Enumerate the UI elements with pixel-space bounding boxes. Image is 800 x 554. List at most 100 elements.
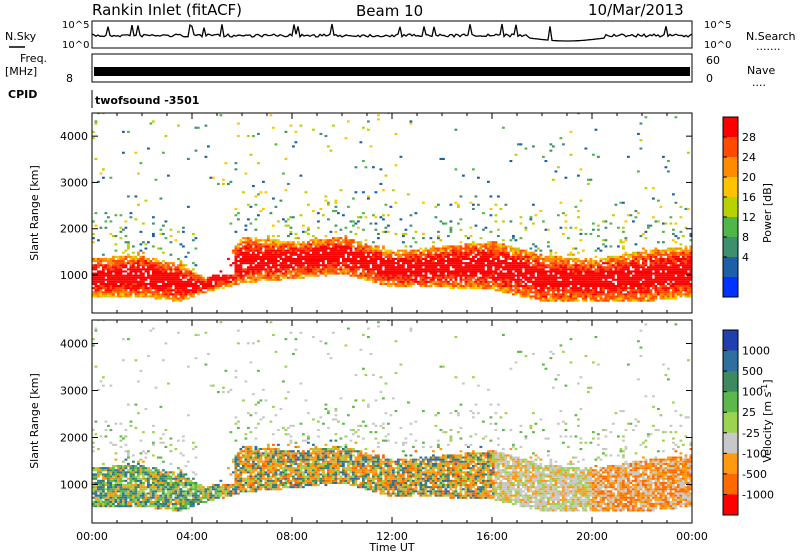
power-cell [404, 282, 408, 285]
power-cell [152, 216, 155, 219]
power-cell [294, 260, 298, 263]
power-cell [284, 245, 288, 248]
power-cell [409, 224, 413, 227]
power-cell [282, 247, 285, 250]
power-cell [182, 295, 185, 298]
power-cell [662, 266, 665, 269]
power-cell [427, 251, 430, 254]
power-cell [689, 260, 692, 263]
power-cell [109, 270, 113, 273]
power-cell [592, 153, 595, 156]
power-cell [622, 245, 625, 248]
velocity-cell [92, 490, 95, 493]
power-cell [399, 253, 403, 256]
power-cell [392, 270, 395, 273]
power-cell [104, 220, 108, 223]
power-cell [119, 285, 123, 288]
power-cell [407, 251, 410, 254]
power-cell [514, 255, 518, 258]
power-cell [184, 287, 188, 290]
power-cell [294, 251, 298, 254]
power-cell [492, 255, 495, 258]
power-cell [544, 287, 548, 290]
power-cell [587, 278, 590, 281]
power-cell [589, 295, 593, 298]
power-cell [682, 289, 685, 292]
power-cell [179, 274, 183, 277]
power-cell [439, 266, 443, 269]
power-cell [482, 253, 485, 256]
power-cell [647, 278, 650, 281]
power-cell [627, 280, 630, 283]
power-cell [502, 260, 505, 263]
power-cell [577, 293, 580, 296]
power-cell [229, 276, 233, 279]
power-cell [452, 262, 455, 265]
power-cell [634, 280, 638, 283]
power-cell [579, 266, 583, 269]
power-cell [519, 257, 523, 260]
power-cell [277, 255, 280, 258]
power-cell [607, 280, 610, 283]
power-cell [97, 289, 100, 292]
power-cell [197, 126, 200, 129]
power-cell [452, 247, 455, 250]
power-cell [232, 280, 235, 283]
power-cell [337, 264, 340, 267]
power-cell [622, 274, 625, 277]
power-cell [519, 143, 523, 146]
power-cell [272, 235, 275, 238]
power-cell [219, 280, 223, 283]
power-cell [624, 297, 628, 300]
power-cell [387, 214, 390, 217]
power-cell [92, 291, 95, 294]
power-cell [557, 214, 560, 217]
power-cell [629, 285, 633, 288]
power-cell [179, 266, 183, 269]
power-colorbar-tick-label: 12 [742, 211, 756, 224]
power-cell [529, 289, 533, 292]
power-cell [359, 276, 363, 279]
power-cell [402, 241, 405, 244]
power-cell [447, 235, 450, 238]
power-cell [537, 270, 540, 273]
power-cell [157, 278, 160, 281]
power-cell [289, 276, 293, 279]
power-cell [642, 289, 645, 292]
power-cell [134, 268, 138, 271]
power-cell [279, 253, 283, 256]
velocity-cell [92, 488, 95, 491]
power-cell [577, 278, 580, 281]
power-cell [257, 193, 260, 196]
power-cell [342, 253, 345, 256]
power-cell [329, 149, 333, 152]
power-cell [379, 278, 383, 281]
power-cell [507, 270, 510, 273]
power-cell [569, 272, 573, 275]
power-cell [532, 251, 535, 254]
power-cell [97, 280, 100, 283]
power-cell [462, 247, 465, 250]
power-cell [164, 220, 168, 223]
power-cell [224, 285, 228, 288]
power-cell [562, 257, 565, 260]
power-cell [167, 295, 170, 298]
power-cell [104, 268, 108, 271]
power-cell [442, 272, 445, 275]
power-cell [537, 297, 540, 300]
power-cell [654, 295, 658, 298]
power-cell [229, 180, 233, 183]
power-cell [654, 262, 658, 265]
power-cell [552, 282, 555, 285]
power-cell [424, 266, 428, 269]
power-cell [614, 289, 618, 292]
power-cell [614, 299, 618, 302]
freq-label-line2: [MHz] [5, 65, 37, 78]
power-cell [257, 162, 260, 165]
power-cell [132, 264, 135, 267]
power-cell [297, 257, 300, 260]
power-cell [554, 272, 558, 275]
power-cell [479, 237, 483, 240]
power-cell [324, 255, 328, 258]
power-cell [142, 268, 145, 271]
